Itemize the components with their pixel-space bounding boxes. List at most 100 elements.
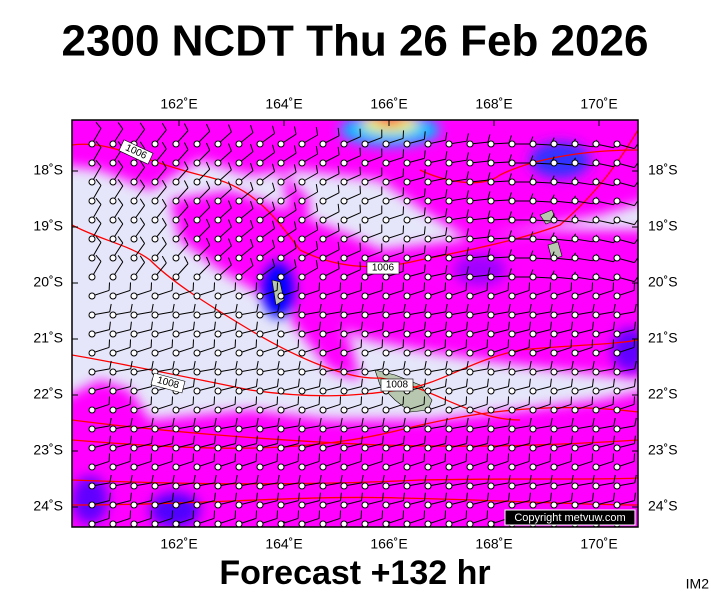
y-tick-label: 18˚S	[33, 162, 63, 178]
wind-barb	[633, 275, 638, 282]
wind-station	[613, 387, 621, 395]
wind-station	[382, 140, 390, 148]
wind-station	[571, 273, 579, 281]
title: 2300 NCDT Thu 26 Feb 2026	[62, 17, 649, 66]
wind-station	[235, 159, 243, 167]
wind-barb	[171, 435, 174, 444]
wind-station	[109, 387, 117, 395]
wind-barb	[550, 417, 553, 426]
wind-barb	[228, 238, 232, 247]
wind-station	[424, 520, 432, 527]
wind-barb	[250, 200, 254, 209]
wind-station	[550, 292, 558, 300]
wind-station	[529, 254, 537, 262]
wind-station	[340, 387, 348, 395]
wind-station	[256, 444, 264, 452]
wind-barb	[319, 360, 322, 369]
wind-station	[508, 216, 516, 224]
wind-barb	[633, 492, 636, 501]
wind-station	[109, 311, 117, 319]
wind-station	[256, 235, 264, 243]
wind-barb	[445, 189, 448, 198]
wind-station	[151, 273, 159, 281]
wind-station	[277, 425, 285, 433]
wind-barb	[402, 492, 405, 501]
wind-station	[466, 140, 474, 148]
wind-station	[319, 368, 327, 376]
wind-barb	[487, 210, 491, 219]
wind-barb	[214, 474, 217, 483]
wind-barb	[592, 360, 595, 369]
wind-station	[529, 444, 537, 452]
wind-station	[340, 406, 348, 414]
wind-barb	[271, 182, 276, 191]
wind-station	[88, 463, 96, 471]
wind-barb	[382, 474, 385, 483]
x-tick-label: 170˚E	[580, 96, 617, 112]
wind-station	[172, 292, 180, 300]
wind-station	[487, 273, 495, 281]
wind-station	[151, 387, 159, 395]
wind-barb	[183, 199, 189, 207]
wind-barb	[529, 474, 532, 483]
wind-station	[592, 140, 600, 148]
wind-barb	[183, 142, 189, 150]
wind-station	[529, 368, 537, 376]
wind-station	[130, 406, 138, 414]
wind-station	[529, 235, 537, 243]
wind-station	[277, 159, 285, 167]
wind-barb	[250, 257, 254, 266]
wind-barb	[444, 492, 447, 501]
wind-station	[613, 197, 621, 205]
wind-station	[382, 520, 390, 527]
wind-station	[403, 311, 411, 319]
wind-barb	[466, 417, 469, 426]
wind-barb	[277, 417, 280, 426]
wind-station	[613, 254, 621, 262]
wind-station	[361, 387, 369, 395]
wind-station	[592, 197, 600, 205]
wind-station	[550, 425, 558, 433]
wind-station	[487, 159, 495, 167]
wind-station	[340, 292, 348, 300]
wind-barb	[235, 417, 238, 426]
wind-barb	[213, 321, 216, 330]
wind-station	[256, 311, 264, 319]
wind-barb	[402, 321, 405, 330]
wind-station	[403, 140, 411, 148]
x-tick-label: 166˚E	[370, 536, 407, 552]
wind-station	[613, 235, 621, 243]
wind-barb	[250, 124, 254, 133]
wind-barb	[634, 360, 637, 369]
wind-barb	[340, 417, 343, 426]
wind-barb	[109, 360, 112, 369]
wind-station	[424, 501, 432, 509]
wind-station	[340, 273, 348, 281]
wind-station	[214, 520, 222, 527]
wind-station	[487, 444, 495, 452]
wind-station	[613, 501, 621, 509]
wind-station	[214, 235, 222, 243]
wind-station	[109, 368, 117, 376]
wind-barb	[466, 171, 469, 180]
wind-station	[508, 197, 516, 205]
wind-station	[88, 387, 96, 395]
wind-station	[151, 444, 159, 452]
wind-barb	[550, 303, 553, 312]
wind-station	[214, 501, 222, 509]
wind-station	[340, 368, 348, 376]
wind-station	[319, 387, 327, 395]
wind-barb	[183, 180, 189, 188]
wind-barb	[592, 417, 595, 426]
wind-barb	[235, 303, 238, 312]
wind-barb	[508, 417, 511, 426]
wind-station	[550, 444, 558, 452]
wind-station	[193, 235, 201, 243]
wind-barb	[234, 435, 237, 444]
wind-barb	[234, 492, 237, 501]
wind-barb	[205, 123, 211, 132]
wind-barb	[381, 492, 384, 501]
wind-barb	[319, 303, 322, 312]
wind-station	[130, 216, 138, 224]
wind-station	[130, 482, 138, 490]
